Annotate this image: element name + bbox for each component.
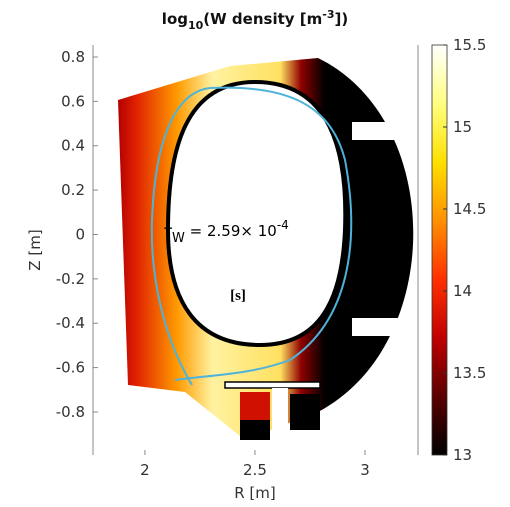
divertor-stem bbox=[272, 388, 288, 432]
title-part: log bbox=[162, 10, 188, 28]
y-tick-label: 0 bbox=[75, 225, 85, 243]
colorbar-frame bbox=[431, 44, 448, 456]
y-tick-label: 0.6 bbox=[61, 92, 85, 110]
y-tick-label: 0.2 bbox=[61, 181, 85, 199]
annotation-part: = 2.59× 10 bbox=[185, 222, 277, 240]
title-part: (W density [m bbox=[203, 10, 322, 28]
x-tick-label: 2 bbox=[140, 461, 150, 479]
colorbar-tick-label: 13 bbox=[453, 446, 472, 464]
x-axis-label: R [m] bbox=[234, 484, 276, 502]
annotation: τW = 2.59× 10-4 bbox=[163, 218, 289, 246]
colorbar-tick-label: 14 bbox=[453, 282, 472, 300]
colorbar-tick-label: 14.5 bbox=[453, 200, 486, 218]
separatrix bbox=[150, 86, 353, 386]
colorbar-tick-label: 15 bbox=[453, 118, 472, 136]
chart-title: log10(W density [m-3]) bbox=[162, 8, 348, 32]
y-tick-label: -0.6 bbox=[56, 359, 85, 377]
port-notch bbox=[352, 318, 412, 336]
annotation-sup: -4 bbox=[277, 218, 289, 232]
annotation-sub: W bbox=[172, 231, 185, 246]
y-tick-label: 0.4 bbox=[61, 137, 85, 155]
colorbar-tick-label: 13.5 bbox=[453, 364, 486, 382]
port-notch bbox=[352, 122, 412, 140]
units-annotation: [s] bbox=[230, 288, 246, 304]
title-part: ]) bbox=[334, 10, 348, 28]
y-tick-label: -0.2 bbox=[56, 270, 85, 288]
y-tick-label: -0.4 bbox=[56, 314, 85, 332]
y-axis-label: Z [m] bbox=[26, 229, 44, 270]
title-sub: 10 bbox=[188, 19, 204, 32]
divertor-plate bbox=[224, 381, 321, 389]
plasma-boundary bbox=[165, 79, 348, 348]
annotation-part: τ bbox=[163, 222, 173, 240]
x-tick-label: 3 bbox=[360, 461, 370, 479]
heatmap-region bbox=[118, 58, 414, 440]
y-tick-label: -0.8 bbox=[56, 403, 85, 421]
colorbar-tick-label: 15.5 bbox=[453, 36, 486, 54]
x-tick-label: 2.5 bbox=[243, 461, 267, 479]
divertor-block bbox=[290, 394, 320, 430]
title-sup: -3 bbox=[322, 8, 334, 21]
divertor-block-hot bbox=[240, 392, 270, 420]
y-tick-label: 0.8 bbox=[61, 48, 85, 66]
